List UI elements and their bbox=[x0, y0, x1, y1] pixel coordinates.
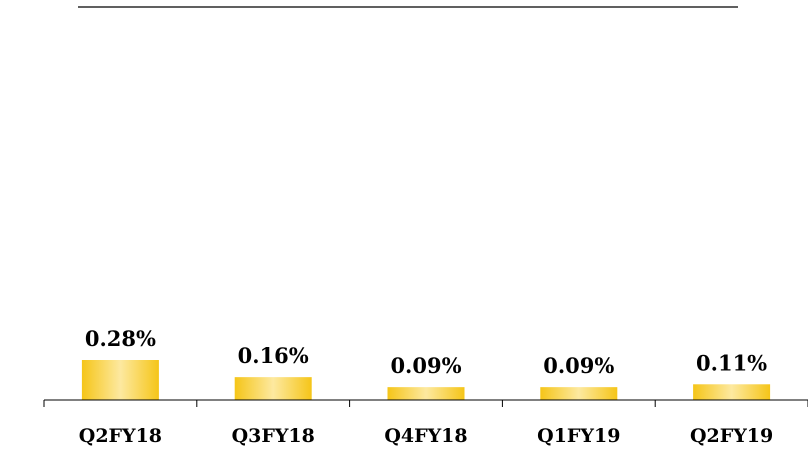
x-tick-label: Q3FY18 bbox=[232, 425, 315, 447]
data-label: 0.09% bbox=[543, 353, 614, 378]
data-label: 0.09% bbox=[390, 353, 461, 378]
bar-q4fy18 bbox=[387, 387, 465, 400]
x-tick-label: Q2FY19 bbox=[690, 425, 773, 447]
data-label: 0.28% bbox=[85, 326, 156, 351]
bar-q2fy19 bbox=[693, 384, 771, 400]
x-tick-label: Q4FY18 bbox=[384, 425, 467, 447]
bar-q3fy18 bbox=[234, 377, 312, 400]
x-tick-label: Q1FY19 bbox=[537, 425, 620, 447]
data-label: 0.11% bbox=[696, 350, 767, 375]
bar-q2fy18 bbox=[81, 360, 159, 400]
bar-q1fy19 bbox=[540, 387, 618, 400]
data-label: 0.16% bbox=[238, 343, 309, 368]
x-tick-label: Q2FY18 bbox=[79, 425, 162, 447]
